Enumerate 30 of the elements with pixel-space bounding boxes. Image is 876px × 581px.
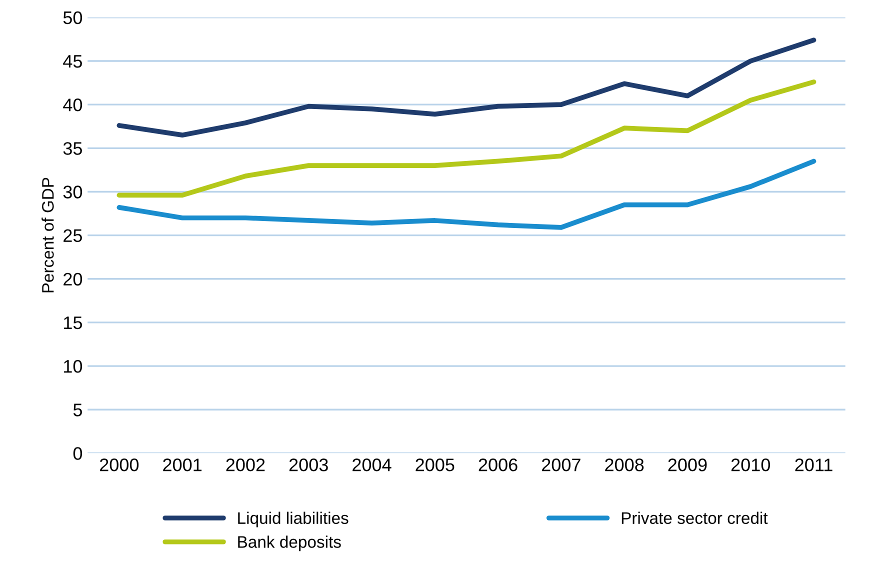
y-axis-title: Percent of GDP — [42, 178, 54, 292]
x-tick-label: 2011 — [795, 458, 832, 472]
x-tick-label: 2005 — [416, 458, 454, 472]
y-tick-label: 20 — [64, 272, 82, 286]
legend-label: Bank deposits — [238, 536, 341, 552]
y-tick-label: 10 — [64, 360, 82, 373]
y-tick-label: 30 — [63, 186, 82, 198]
x-tick-label: 2009 — [668, 458, 707, 472]
line-series — [116, 79, 816, 198]
line-series — [116, 158, 816, 230]
legend-label: Liquid liabilities — [238, 512, 348, 528]
y-tick-label: 40 — [63, 98, 82, 112]
x-tick-label: 2004 — [352, 458, 392, 472]
y-tick-label: 5 — [73, 404, 82, 416]
y-tick-label: 35 — [63, 142, 82, 155]
x-tick-label: 2007 — [542, 458, 580, 472]
x-tick-label: 2006 — [478, 458, 518, 472]
y-tick-label: 15 — [64, 316, 82, 330]
x-tick-label: 2010 — [731, 458, 770, 472]
y-tick-label: 25 — [64, 229, 82, 242]
line-series — [116, 38, 816, 138]
x-tick-label: 2000 — [100, 458, 139, 472]
legend-label: Private sector credit — [622, 512, 768, 524]
x-tick-label: 2001 — [163, 458, 202, 472]
y-tick-label: 0 — [73, 447, 82, 460]
x-tick-label: 2008 — [605, 458, 644, 472]
y-tick-label: 45 — [63, 55, 82, 68]
x-tick-label: 2002 — [226, 458, 265, 472]
y-tick-label: 50 — [63, 11, 82, 24]
x-tick-label: 2003 — [289, 458, 328, 472]
